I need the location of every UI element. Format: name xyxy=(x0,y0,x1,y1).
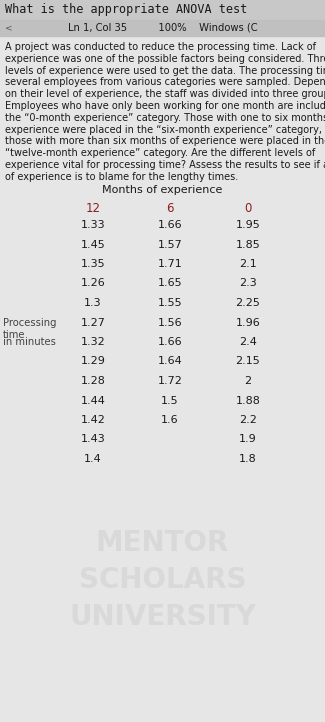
Text: on their level of experience, the staff was divided into three groups.: on their level of experience, the staff … xyxy=(5,90,325,99)
Text: 1.29: 1.29 xyxy=(81,357,105,367)
Text: What is the appropriate ANOVA test: What is the appropriate ANOVA test xyxy=(5,4,247,17)
Text: 1.65: 1.65 xyxy=(158,279,182,289)
Text: 12: 12 xyxy=(85,202,100,215)
Text: 1.27: 1.27 xyxy=(81,318,105,328)
Text: 1.71: 1.71 xyxy=(158,259,182,269)
Text: 2.2: 2.2 xyxy=(239,415,257,425)
Text: experience were placed in the “six-month experience” category, while: experience were placed in the “six-month… xyxy=(5,125,325,134)
Text: 1.9: 1.9 xyxy=(239,435,257,445)
Text: 1.57: 1.57 xyxy=(158,240,182,250)
Text: 2: 2 xyxy=(244,376,252,386)
Text: 2.3: 2.3 xyxy=(239,279,257,289)
Bar xyxy=(0,20,325,36)
Text: Processing
time: Processing time xyxy=(3,318,57,339)
Text: 1.72: 1.72 xyxy=(158,376,182,386)
Text: 1.32: 1.32 xyxy=(81,337,105,347)
Text: the “0-month experience” category. Those with one to six months of: the “0-month experience” category. Those… xyxy=(5,113,325,123)
Text: 2.1: 2.1 xyxy=(239,259,257,269)
Text: 1.26: 1.26 xyxy=(81,279,105,289)
Text: 1.35: 1.35 xyxy=(81,259,105,269)
Text: 0: 0 xyxy=(244,202,252,215)
Text: 1.45: 1.45 xyxy=(81,240,105,250)
Text: A project was conducted to reduce the processing time. Lack of: A project was conducted to reduce the pr… xyxy=(5,42,316,52)
Text: 1.33: 1.33 xyxy=(81,220,105,230)
Text: 6: 6 xyxy=(166,202,174,215)
Text: experience vital for processing time? Assess the results to see if a lack: experience vital for processing time? As… xyxy=(5,160,325,170)
Text: 1.3: 1.3 xyxy=(84,298,102,308)
Text: experience was one of the possible factors being considered. Three: experience was one of the possible facto… xyxy=(5,54,325,64)
Text: <: < xyxy=(5,24,13,32)
Text: Months of experience: Months of experience xyxy=(102,185,223,195)
Text: MENTOR
SCHOLARS
UNIVERSITY: MENTOR SCHOLARS UNIVERSITY xyxy=(69,529,256,631)
Text: 1.96: 1.96 xyxy=(236,318,260,328)
Text: 1.88: 1.88 xyxy=(236,396,260,406)
Text: 1.42: 1.42 xyxy=(81,415,105,425)
Text: 1.55: 1.55 xyxy=(158,298,182,308)
Text: 1.6: 1.6 xyxy=(161,415,179,425)
Text: Ln 1, Col 35          100%    Windows (C: Ln 1, Col 35 100% Windows (C xyxy=(68,23,257,33)
Text: 2.15: 2.15 xyxy=(236,357,260,367)
Text: 1.43: 1.43 xyxy=(81,435,105,445)
Text: 1.8: 1.8 xyxy=(239,454,257,464)
Text: 1.85: 1.85 xyxy=(236,240,260,250)
Text: 1.4: 1.4 xyxy=(84,454,102,464)
Text: 1.56: 1.56 xyxy=(158,318,182,328)
Text: 1.66: 1.66 xyxy=(158,220,182,230)
Text: of experience is to blame for the lengthy times.: of experience is to blame for the length… xyxy=(5,172,238,182)
Text: in minutes: in minutes xyxy=(3,337,56,347)
Text: levels of experience were used to get the data. The processing times: levels of experience were used to get th… xyxy=(5,66,325,76)
Text: 2.25: 2.25 xyxy=(236,298,260,308)
Text: “twelve-month experience” category. Are the different levels of: “twelve-month experience” category. Are … xyxy=(5,148,315,158)
Text: 1.66: 1.66 xyxy=(158,337,182,347)
Text: 1.44: 1.44 xyxy=(81,396,105,406)
Text: 2.4: 2.4 xyxy=(239,337,257,347)
Text: several employees from various categories were sampled. Depending: several employees from various categorie… xyxy=(5,77,325,87)
Text: those with more than six months of experience were placed in the: those with more than six months of exper… xyxy=(5,136,325,147)
Text: 1.64: 1.64 xyxy=(158,357,182,367)
Text: 1.28: 1.28 xyxy=(81,376,105,386)
Text: Employees who have only been working for one month are included in: Employees who have only been working for… xyxy=(5,101,325,111)
Text: 1.5: 1.5 xyxy=(161,396,179,406)
Text: 1.95: 1.95 xyxy=(236,220,260,230)
Bar xyxy=(0,0,325,20)
